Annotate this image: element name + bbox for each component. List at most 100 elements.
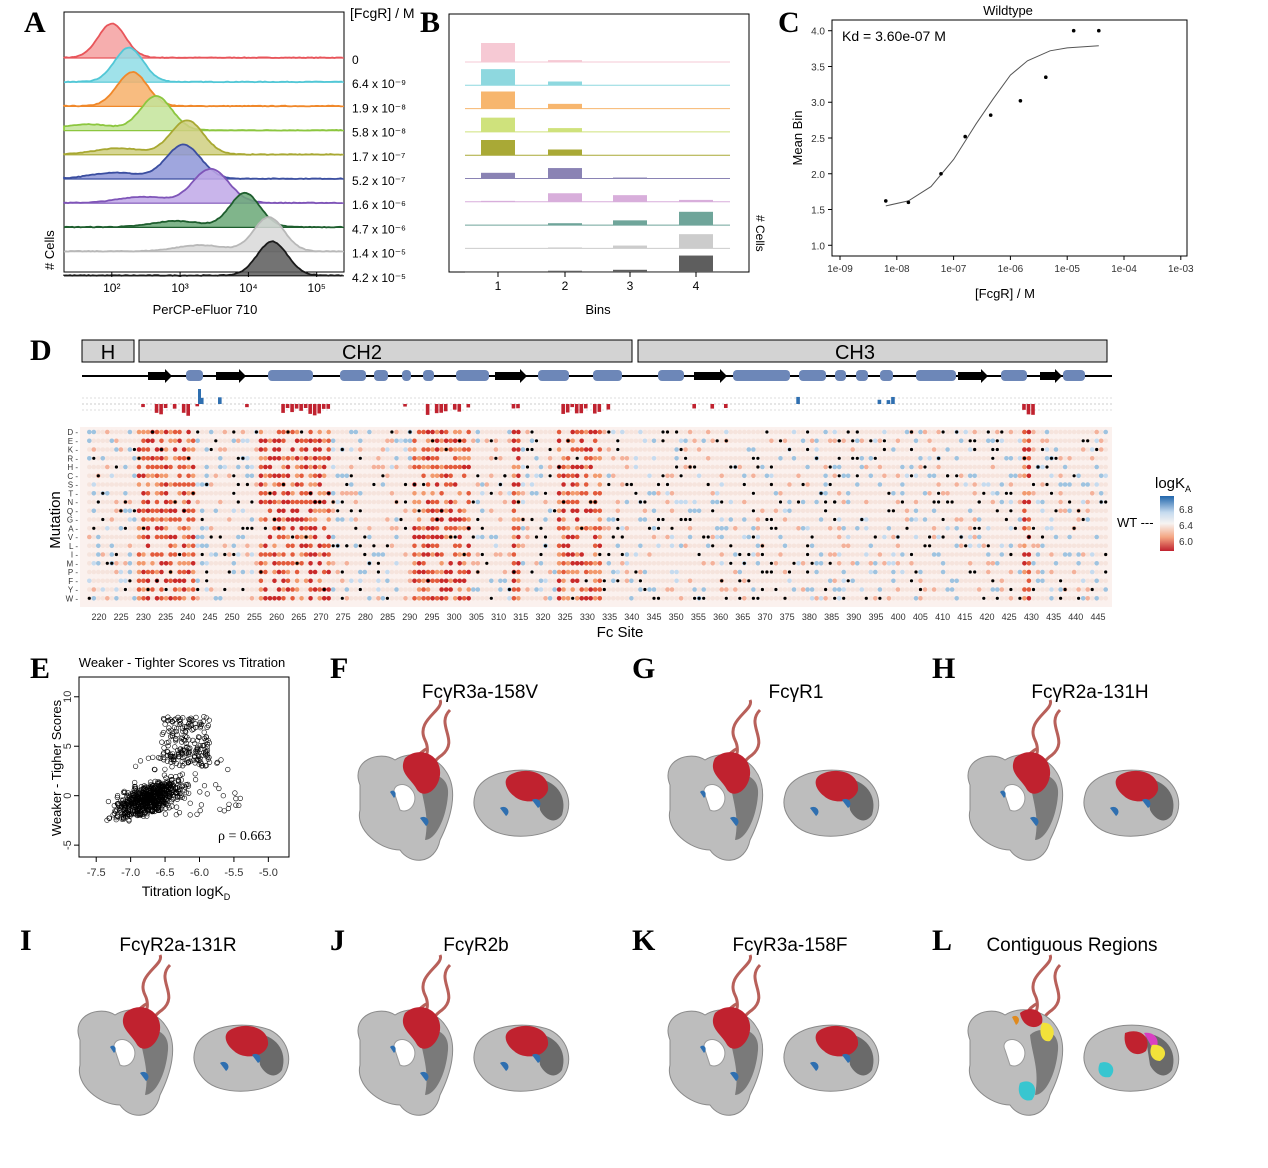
heatmap-cell	[719, 561, 724, 566]
heatmap-cell	[218, 456, 223, 461]
heatmap-cell	[1049, 473, 1054, 479]
bin-bar	[613, 195, 647, 202]
heatmap-cell	[841, 517, 846, 522]
heatmap-cell	[1094, 552, 1099, 557]
heatmap-cell	[236, 552, 241, 557]
heatmap-cell	[714, 499, 720, 505]
heatmap-cell	[592, 464, 598, 470]
heatmap-cell	[873, 526, 878, 531]
heatmap-cell	[845, 534, 851, 540]
heatmap-cell	[954, 464, 959, 470]
heatmap-cell	[990, 561, 996, 566]
heatmap-cell	[534, 439, 539, 443]
heatmap-cell	[891, 587, 896, 592]
heatmap-cell	[452, 482, 458, 487]
x-tick-label: 10²	[103, 281, 120, 295]
heatmap-cell	[877, 482, 883, 487]
heatmap-cell	[638, 473, 643, 479]
heatmap-cell	[814, 499, 819, 505]
wt-dot	[259, 570, 263, 574]
heatmap-cell	[552, 517, 557, 522]
heatmap-cell	[809, 499, 815, 505]
heatmap-cell	[1017, 534, 1023, 540]
heatmap-cell	[326, 447, 332, 452]
heatmap-cell	[145, 508, 151, 514]
heatmap-cell	[208, 578, 214, 584]
heatmap-cell	[294, 534, 300, 540]
heatmap-cell	[434, 429, 440, 435]
heatmap-cell	[321, 491, 327, 496]
heatmap-cell	[281, 429, 286, 435]
heatmap-cell	[240, 473, 246, 479]
heatmap-cell	[1076, 587, 1081, 592]
heatmap-cell	[1062, 578, 1068, 584]
heatmap-cell	[787, 508, 792, 514]
heatmap-cell	[606, 569, 612, 575]
bin-bar	[548, 103, 582, 109]
x-tick-label: 10³	[171, 281, 188, 295]
heatmap-cell	[493, 578, 499, 584]
heatmap-cell	[403, 473, 408, 479]
heatmap-cell	[434, 508, 440, 514]
heatmap-cell	[967, 456, 973, 461]
heatmap-cell	[538, 534, 544, 540]
heatmap-cell	[407, 508, 413, 514]
heatmap-cell	[177, 534, 182, 540]
heatmap-cell	[588, 438, 593, 444]
wt-dot	[521, 517, 525, 522]
heatmap-cell	[1013, 534, 1018, 540]
heatmap-cell	[218, 596, 223, 601]
wt-dot	[376, 561, 380, 565]
c-y-tick-label: 1.5	[811, 206, 825, 217]
heatmap-cell	[475, 526, 481, 531]
heatmap-cell	[565, 552, 571, 557]
heatmap-cell	[597, 543, 603, 549]
heatmap-cell	[755, 473, 761, 479]
heatmap-cell	[398, 429, 404, 435]
heatmap-cell	[132, 473, 137, 479]
wt-dot	[675, 430, 679, 434]
wt-dot	[909, 430, 914, 434]
bin-bar	[548, 168, 582, 179]
heatmap-cell	[159, 552, 164, 557]
heatmap-cell	[312, 473, 318, 479]
heatmap-cell	[344, 587, 350, 592]
heatmap-cell	[353, 438, 359, 444]
heatmap-cell	[855, 569, 860, 575]
heatmap-cell	[443, 464, 449, 470]
heatmap-cell	[195, 596, 200, 601]
heatmap-cell	[941, 430, 945, 434]
heatmap-cell	[326, 587, 332, 592]
heatmap-cell	[579, 534, 584, 540]
heatmap-cell	[362, 561, 368, 566]
heatmap-cell	[597, 517, 603, 522]
heatmap-cell	[529, 508, 535, 514]
bin-bar	[613, 177, 647, 179]
heatmap-cell	[751, 482, 756, 487]
heatmap-cell	[1008, 569, 1014, 575]
heatmap-cell	[606, 508, 612, 514]
heatmap-cell	[976, 534, 982, 540]
heatmap-cell	[276, 552, 282, 557]
wt-dot	[489, 439, 493, 443]
heatmap-cell	[891, 578, 896, 584]
heatmap-cell	[918, 429, 923, 435]
panel-a-xlabel: PerCP-eFluor 710	[153, 302, 258, 317]
heatmap-cell	[249, 508, 255, 514]
heatmap-cell	[222, 596, 228, 601]
heatmap-cell	[647, 552, 652, 557]
wt-dot	[959, 535, 963, 539]
heatmap-cell	[407, 578, 413, 584]
heatmap-cell	[597, 526, 603, 531]
heatmap-cell	[403, 526, 408, 530]
heatmap-cell	[502, 561, 508, 566]
heatmap-cell	[570, 534, 575, 540]
heatmap-cell	[195, 561, 200, 566]
heatmap-cell	[484, 499, 490, 505]
heatmap-cell	[918, 526, 923, 531]
heatmap-cell	[96, 438, 101, 444]
heatmap-cell	[326, 508, 332, 514]
heatmap-cell	[276, 534, 282, 540]
heatmap-cell	[882, 439, 887, 443]
heatmap-cell	[836, 552, 842, 557]
